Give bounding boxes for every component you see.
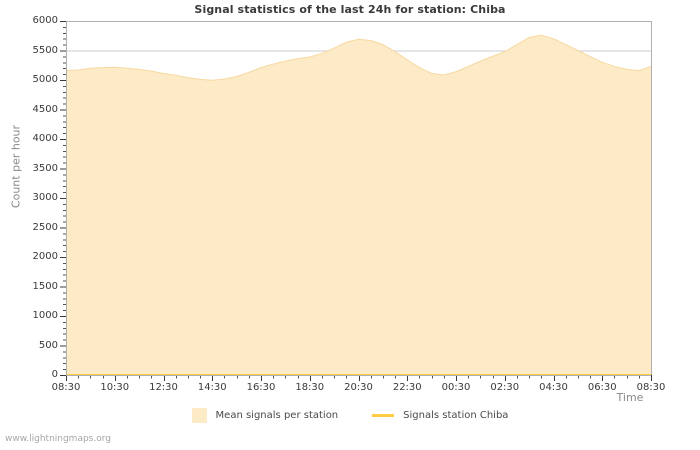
- y-tick-label: 3000: [32, 192, 58, 203]
- x-tick-label: 08:30: [636, 382, 666, 393]
- y-tick-label: 2000: [32, 251, 58, 262]
- legend-item-mean-signals: Mean signals per station: [191, 408, 339, 423]
- x-tick-label: 02:30: [490, 382, 520, 393]
- x-tick-label: 06:30: [587, 382, 617, 393]
- legend-area-swatch-icon: [191, 408, 207, 423]
- x-tick-label: 04:30: [539, 382, 568, 393]
- y-tick-label: 1500: [32, 280, 58, 292]
- x-tick-label: 14:30: [197, 382, 227, 393]
- y-tick-label: 4500: [32, 103, 58, 115]
- y-tick-label: 4000: [32, 133, 58, 144]
- legend-line-swatch-icon: [372, 414, 395, 417]
- y-tick-label: 1000: [32, 310, 58, 321]
- y-tick-label: 5000: [32, 74, 58, 85]
- y-tick-label: 2500: [32, 221, 58, 233]
- legend-item-station-chiba: Signals station Chiba: [372, 410, 508, 421]
- watermark-text: www.lightningmaps.org: [5, 434, 111, 444]
- x-tick-label: 20:30: [344, 382, 373, 393]
- x-tick-label: 00:30: [441, 382, 471, 393]
- axis-ticks: [60, 21, 652, 381]
- y-tick-label: 500: [38, 339, 58, 351]
- x-tick-label: 10:30: [100, 382, 130, 393]
- x-tick-label: 18:30: [295, 382, 325, 393]
- series-area-mean-signals: [65, 34, 652, 375]
- legend-label-station-chiba: Signals station Chiba: [403, 410, 509, 421]
- y-tick-label: 0: [51, 369, 58, 380]
- x-tick-label: 08:30: [51, 382, 81, 393]
- y-tick-label: 5500: [32, 44, 58, 56]
- y-axis-title: Count per hour: [9, 124, 23, 209]
- chart-legend: Mean signals per station Signals station…: [0, 408, 700, 423]
- x-tick-label: 16:30: [246, 382, 276, 393]
- x-tick-label: 12:30: [149, 382, 178, 393]
- chart-title: Signal statistics of the last 24h for st…: [194, 3, 506, 16]
- y-tick-label: 3500: [32, 162, 58, 174]
- x-axis-title: Time: [616, 391, 644, 404]
- plot-frame: [66, 21, 652, 376]
- y-tick-label: 6000: [32, 15, 58, 26]
- x-tick-label: 22:30: [392, 382, 422, 393]
- legend-label-mean-signals: Mean signals per station: [215, 410, 339, 421]
